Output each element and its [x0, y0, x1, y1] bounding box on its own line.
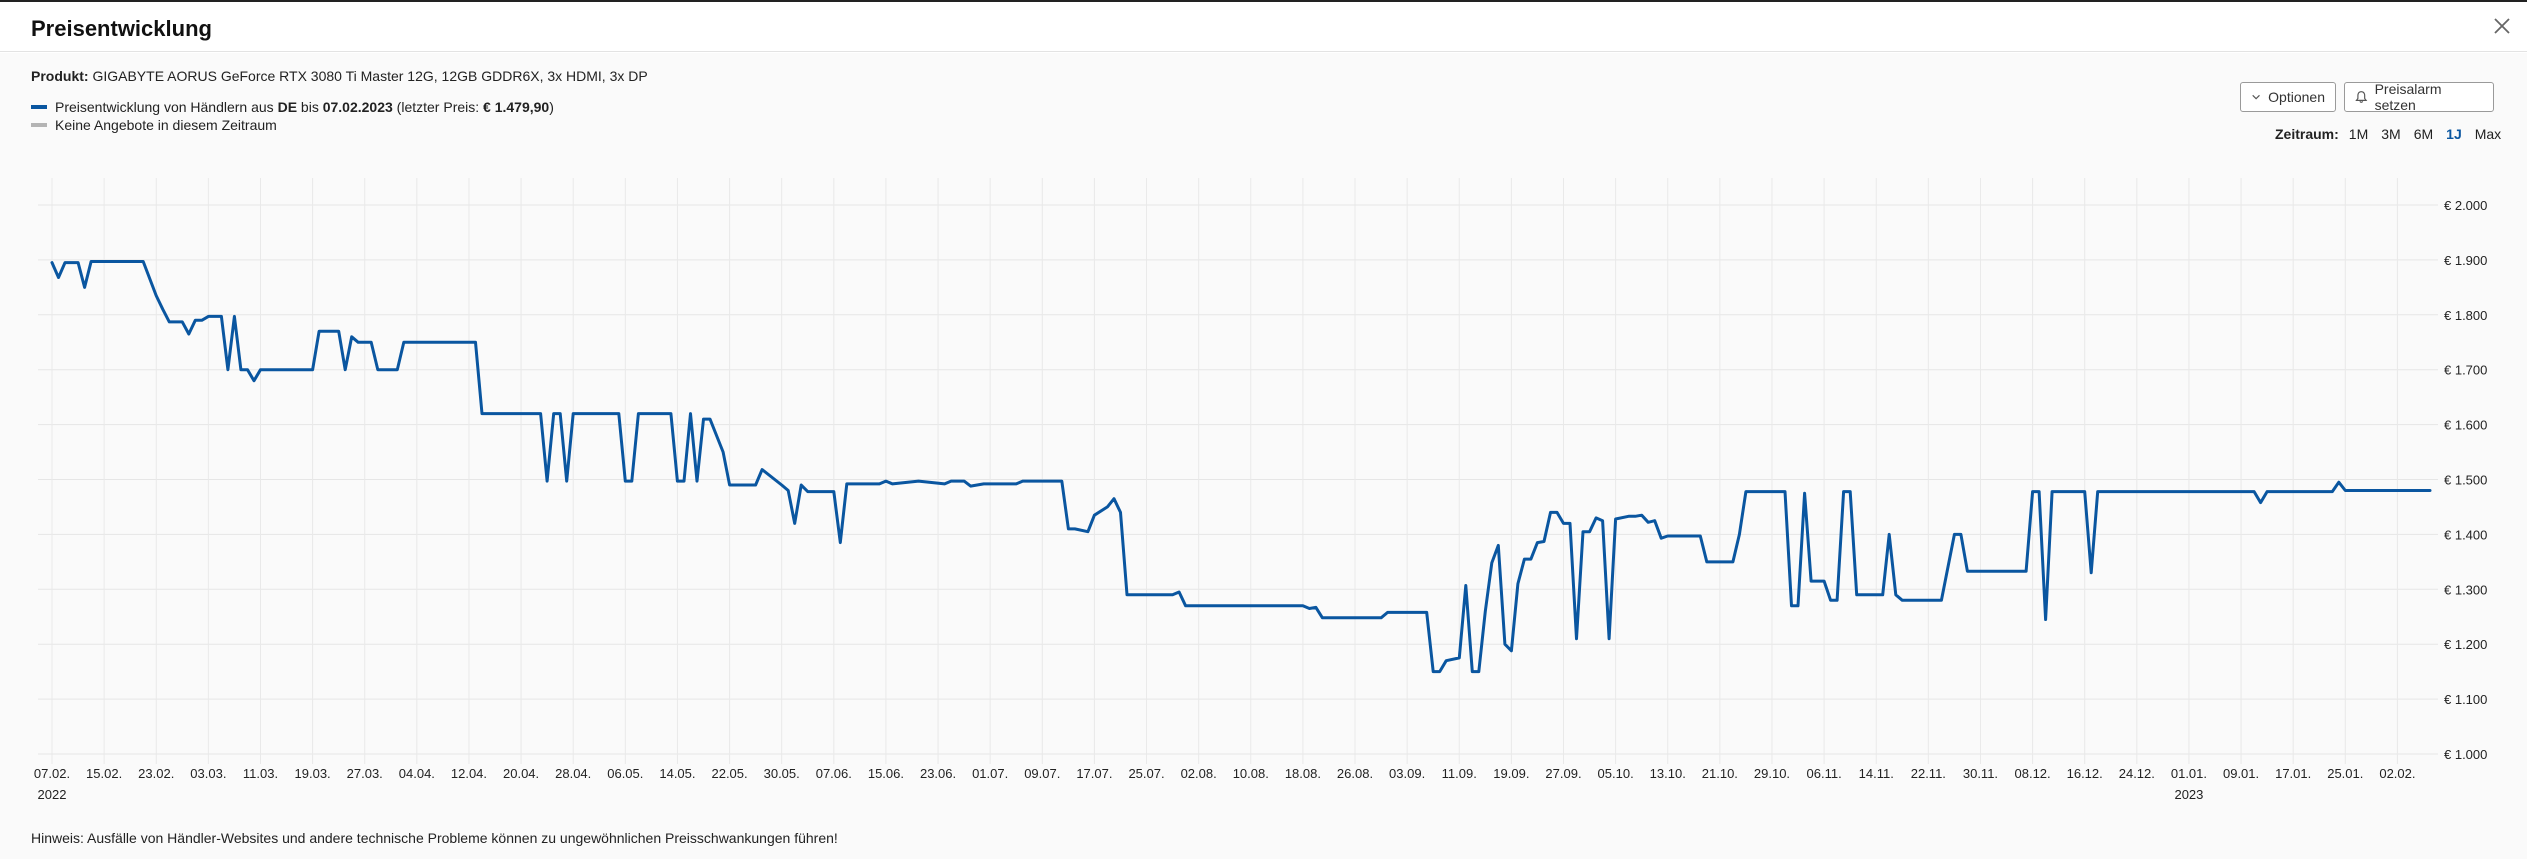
- x-tick-label: 05.10.: [1598, 766, 1634, 781]
- range-option-1m[interactable]: 1M: [2348, 126, 2369, 142]
- y-tick-label: € 1.300: [2444, 582, 2487, 597]
- x-tick-label: 03.09.: [1389, 766, 1425, 781]
- x-tick-label: 08.12.: [2015, 766, 2051, 781]
- x-tick-label: 04.04.: [399, 766, 435, 781]
- bell-icon: [2355, 91, 2368, 103]
- price-alarm-button[interactable]: Preisalarm setzen: [2344, 81, 2494, 113]
- y-tick-label: € 2.000: [2444, 198, 2487, 213]
- legend-text-preprice: (letzter Preis:: [392, 99, 484, 115]
- x-tick-label: 07.06.: [816, 766, 852, 781]
- x-tick-label: 22.11.: [1911, 766, 1946, 781]
- x-tick-label: 15.02.: [86, 766, 122, 781]
- range-option-max[interactable]: Max: [2474, 126, 2502, 142]
- x-tick-label: 19.03.: [295, 766, 331, 781]
- x-tick-label: 16.12.: [2067, 766, 2103, 781]
- product-label: Produkt:: [31, 68, 89, 84]
- x-tick-label: 22.05.: [711, 766, 747, 781]
- legend-date: 07.02.2023: [322, 99, 393, 115]
- price-series-line: [50, 260, 2432, 674]
- legend-text-prefix: Preisentwicklung von Händlern aus: [55, 99, 278, 115]
- options-button[interactable]: Optionen: [2240, 82, 2336, 112]
- x-tick-label: 19.09.: [1493, 766, 1529, 781]
- x-tick-label: 29.10.: [1754, 766, 1790, 781]
- y-tick-label: € 1.800: [2444, 308, 2487, 323]
- time-range-label: Zeitraum:: [2275, 126, 2339, 142]
- x-tick-label: 07.02.: [34, 766, 70, 781]
- x-tick-label: 27.03.: [347, 766, 383, 781]
- x-tick-label: 10.08.: [1233, 766, 1269, 781]
- dialog-title: Preisentwicklung: [31, 16, 212, 41]
- hint-text: Hinweis: Ausfälle von Händler-Websites u…: [31, 830, 838, 846]
- y-tick-label: € 1.600: [2444, 418, 2487, 433]
- y-tick-label: € 1.700: [2444, 363, 2487, 378]
- product-name: GIGABYTE AORUS GeForce RTX 3080 Ti Maste…: [92, 68, 648, 84]
- x-tick-label: 25.07.: [1128, 766, 1164, 781]
- range-option-1j[interactable]: 1J: [2446, 126, 2462, 142]
- y-tick-label: € 1.000: [2444, 747, 2487, 762]
- x-tick-label: 06.11.: [1807, 766, 1842, 781]
- x-tick-label: 26.08.: [1337, 766, 1373, 781]
- x-tick-label: 09.01.: [2223, 766, 2259, 781]
- product-info: Produkt: GIGABYTE AORUS GeForce RTX 3080…: [31, 68, 648, 84]
- price-alarm-label: Preisalarm setzen: [2374, 81, 2442, 113]
- x-tick-year-label: 2023: [2174, 787, 2203, 802]
- legend-text-suffix: ): [549, 99, 554, 115]
- options-label: Optionen: [2268, 89, 2325, 105]
- chevron-down-icon: [2252, 94, 2260, 100]
- x-tick-label: 28.04.: [555, 766, 591, 781]
- x-tick-label: 03.03.: [190, 766, 226, 781]
- time-range-selector: Zeitraum: 1M 3M 6M 1J Max: [2275, 126, 2501, 142]
- legend-item-price: Preisentwicklung von Händlern aus DE bis…: [31, 99, 554, 115]
- x-tick-label: 27.09.: [1545, 766, 1581, 781]
- x-tick-label: 13.10.: [1650, 766, 1686, 781]
- legend-no-offers-text: Keine Angebote in diesem Zeitraum: [55, 117, 277, 133]
- legend-text-mid: bis: [297, 99, 323, 115]
- x-tick-label: 11.03.: [243, 766, 278, 781]
- y-tick-label: € 1.400: [2444, 527, 2487, 542]
- x-tick-label: 14.11.: [1859, 766, 1894, 781]
- x-tick-label: 30.11.: [1963, 766, 1998, 781]
- range-option-3m[interactable]: 3M: [2381, 126, 2401, 142]
- y-tick-label: € 1.500: [2444, 473, 2487, 488]
- x-tick-label: 21.10.: [1702, 766, 1738, 781]
- x-tick-label: 11.09.: [1442, 766, 1477, 781]
- legend-last-price: € 1.479,90: [483, 99, 550, 115]
- legend-swatch-blue: [31, 105, 47, 109]
- close-icon[interactable]: [2490, 14, 2514, 38]
- x-tick-label: 20.04.: [503, 766, 539, 781]
- x-tick-label: 02.08.: [1181, 766, 1217, 781]
- chart-panel: [0, 53, 2527, 859]
- x-tick-label: 23.06.: [920, 766, 956, 781]
- x-tick-label: 15.06.: [868, 766, 904, 781]
- x-tick-label: 09.07.: [1024, 766, 1060, 781]
- x-tick-label: 02.02.: [2379, 766, 2415, 781]
- x-tick-label: 17.07.: [1076, 766, 1112, 781]
- dialog-header: Preisentwicklung: [0, 2, 2527, 52]
- x-tick-label: 12.04.: [451, 766, 487, 781]
- y-tick-label: € 1.200: [2444, 637, 2487, 652]
- legend-item-no-offers: Keine Angebote in diesem Zeitraum: [31, 117, 277, 133]
- x-tick-label: 01.01.: [2171, 766, 2207, 781]
- x-tick-label: 01.07.: [972, 766, 1008, 781]
- y-tick-label: € 1.900: [2444, 253, 2487, 268]
- x-tick-label: 25.01.: [2327, 766, 2363, 781]
- x-tick-label: 30.05.: [764, 766, 800, 781]
- top-border: [0, 0, 2527, 2]
- legend-swatch-gray: [31, 123, 47, 127]
- range-option-6m[interactable]: 6M: [2413, 126, 2434, 142]
- x-tick-year-label: 2022: [38, 787, 67, 802]
- x-tick-label: 18.08.: [1285, 766, 1321, 781]
- x-tick-label: 17.01.: [2275, 766, 2311, 781]
- legend-country: DE: [277, 99, 298, 115]
- x-tick-label: 14.05.: [659, 766, 695, 781]
- x-tick-label: 06.05.: [607, 766, 643, 781]
- x-tick-label: 23.02.: [138, 766, 174, 781]
- x-tick-label: 24.12.: [2119, 766, 2155, 781]
- y-tick-label: € 1.100: [2444, 692, 2487, 707]
